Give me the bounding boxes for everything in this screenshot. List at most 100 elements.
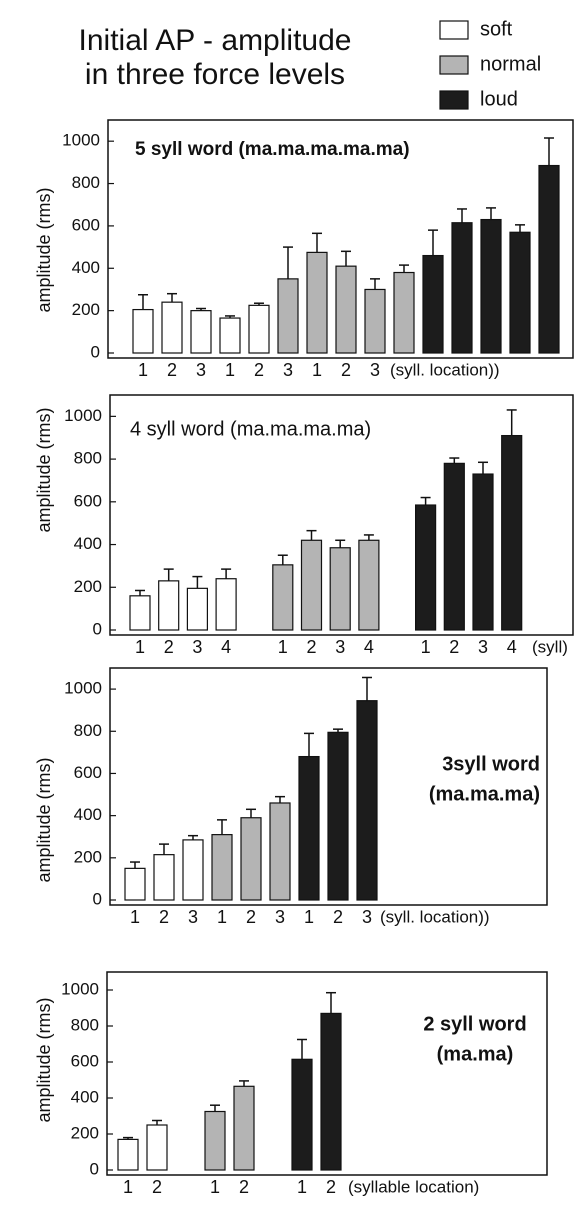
y-tick-label: 0 xyxy=(93,619,102,638)
y-tick-label: 400 xyxy=(74,805,102,824)
plot-frame xyxy=(109,394,574,636)
x-tick-label: 2 xyxy=(333,907,343,927)
bar xyxy=(443,462,465,631)
bar xyxy=(306,251,328,354)
x-tick-label: 2 xyxy=(341,360,351,380)
x-tick-label: 1 xyxy=(421,637,431,657)
x-tick-label: 3 xyxy=(192,637,202,657)
bar xyxy=(132,308,154,354)
x-tick-label: 2 xyxy=(326,1177,336,1197)
bar xyxy=(117,1138,139,1171)
bar xyxy=(480,218,502,354)
x-tick-label: 1 xyxy=(297,1177,307,1197)
legend-label: normal xyxy=(480,53,541,75)
y-tick-label: 400 xyxy=(72,258,100,277)
x-tick-label: 4 xyxy=(364,637,374,657)
bar xyxy=(415,504,437,631)
y-tick-label: 200 xyxy=(74,847,102,866)
bar xyxy=(472,473,494,631)
bar xyxy=(129,595,151,631)
x-tick-label: 2 xyxy=(152,1177,162,1197)
bar xyxy=(358,539,380,631)
x-axis-label: (syll. location)) xyxy=(380,907,490,926)
plot-frame xyxy=(107,119,574,359)
panel-title: (ma.ma.ma) xyxy=(429,783,540,805)
y-tick-label: 0 xyxy=(93,889,102,908)
x-tick-label: 3 xyxy=(362,907,372,927)
bar xyxy=(124,867,146,901)
y-tick-label: 600 xyxy=(71,1051,99,1070)
bar xyxy=(329,547,351,631)
y-tick-label: 1000 xyxy=(62,131,100,150)
panel-title: 4 syll word (ma.ma.ma.ma) xyxy=(130,418,371,440)
bar xyxy=(291,1058,313,1171)
x-tick-label: 2 xyxy=(167,360,177,380)
bar xyxy=(153,854,175,901)
plot-frame xyxy=(109,667,548,906)
bar xyxy=(248,304,270,354)
bar xyxy=(335,265,357,354)
x-tick-label: 1 xyxy=(130,907,140,927)
y-tick-label: 600 xyxy=(74,491,102,510)
bar xyxy=(298,755,320,901)
y-tick-label: 1000 xyxy=(61,979,99,998)
bar xyxy=(211,834,233,901)
x-tick-label: 4 xyxy=(221,637,231,657)
panel-title: 3syll word xyxy=(442,753,540,775)
legend-swatch xyxy=(439,90,469,110)
y-tick-label: 800 xyxy=(74,721,102,740)
bar xyxy=(327,731,349,901)
bar xyxy=(272,564,294,631)
x-tick-label: 3 xyxy=(283,360,293,380)
bar xyxy=(277,278,299,354)
bar xyxy=(320,1012,342,1171)
y-tick-label: 200 xyxy=(74,577,102,596)
x-tick-label: 1 xyxy=(135,637,145,657)
bar xyxy=(269,802,291,901)
bar xyxy=(219,317,241,354)
x-tick-label: 3 xyxy=(370,360,380,380)
bar xyxy=(422,254,444,354)
plot-frame xyxy=(106,971,548,1176)
bar xyxy=(356,700,378,901)
bar xyxy=(215,578,237,631)
x-tick-label: 3 xyxy=(196,360,206,380)
x-tick-label: 1 xyxy=(210,1177,220,1197)
bar xyxy=(186,587,208,631)
x-tick-label: 3 xyxy=(275,907,285,927)
y-tick-label: 800 xyxy=(74,449,102,468)
y-axis-label: amplitude (rms) xyxy=(34,187,54,312)
panel-title: 2 syll word xyxy=(423,1013,526,1035)
y-tick-label: 800 xyxy=(71,1015,99,1034)
bar xyxy=(182,839,204,901)
legend-swatch xyxy=(439,55,469,75)
figure-title: Initial AP - amplitude xyxy=(79,24,352,57)
bar xyxy=(146,1124,168,1171)
y-tick-label: 200 xyxy=(72,300,100,319)
y-axis-label: amplitude (rms) xyxy=(34,407,54,532)
x-tick-label: 1 xyxy=(123,1177,133,1197)
bar xyxy=(233,1085,255,1171)
bar xyxy=(509,231,531,354)
x-axis-label: (syllable location) xyxy=(348,1177,479,1196)
x-tick-label: 3 xyxy=(335,637,345,657)
x-tick-label: 3 xyxy=(188,907,198,927)
x-tick-label: 2 xyxy=(164,637,174,657)
bar xyxy=(364,288,386,354)
x-tick-label: 1 xyxy=(312,360,322,380)
legend-swatch xyxy=(439,20,469,40)
panel-title: 5 syll word (ma.ma.ma.ma.ma) xyxy=(135,139,410,160)
bar xyxy=(300,539,323,631)
bar xyxy=(190,310,212,354)
y-tick-label: 600 xyxy=(74,763,102,782)
bar xyxy=(161,301,183,354)
y-tick-label: 400 xyxy=(71,1087,99,1106)
x-axis-label: (syll) xyxy=(532,637,568,656)
y-tick-label: 400 xyxy=(74,534,102,553)
y-axis-label: amplitude (rms) xyxy=(34,997,54,1122)
y-tick-label: 0 xyxy=(91,342,100,361)
panel-title: (ma.ma) xyxy=(437,1043,514,1065)
legend-label: loud xyxy=(480,88,518,110)
legend-label: soft xyxy=(480,18,513,40)
bar xyxy=(538,164,560,354)
